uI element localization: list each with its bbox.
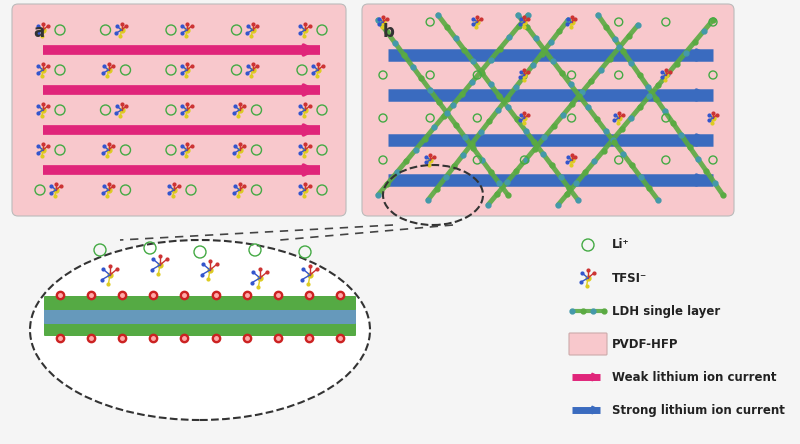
FancyBboxPatch shape (569, 333, 607, 355)
Text: a: a (33, 23, 44, 41)
Text: TFSI⁻: TFSI⁻ (612, 271, 647, 285)
Text: LDH single layer: LDH single layer (612, 305, 720, 317)
Text: Li⁺: Li⁺ (612, 238, 630, 251)
FancyBboxPatch shape (362, 4, 734, 216)
Text: b: b (383, 23, 395, 41)
FancyBboxPatch shape (44, 308, 356, 324)
Text: Weak lithium ion current: Weak lithium ion current (612, 370, 777, 384)
Ellipse shape (30, 240, 370, 420)
Text: Strong lithium ion current: Strong lithium ion current (612, 404, 785, 416)
FancyBboxPatch shape (44, 296, 356, 310)
FancyBboxPatch shape (44, 322, 356, 336)
FancyBboxPatch shape (12, 4, 346, 216)
Text: PVDF-HFP: PVDF-HFP (612, 337, 678, 350)
